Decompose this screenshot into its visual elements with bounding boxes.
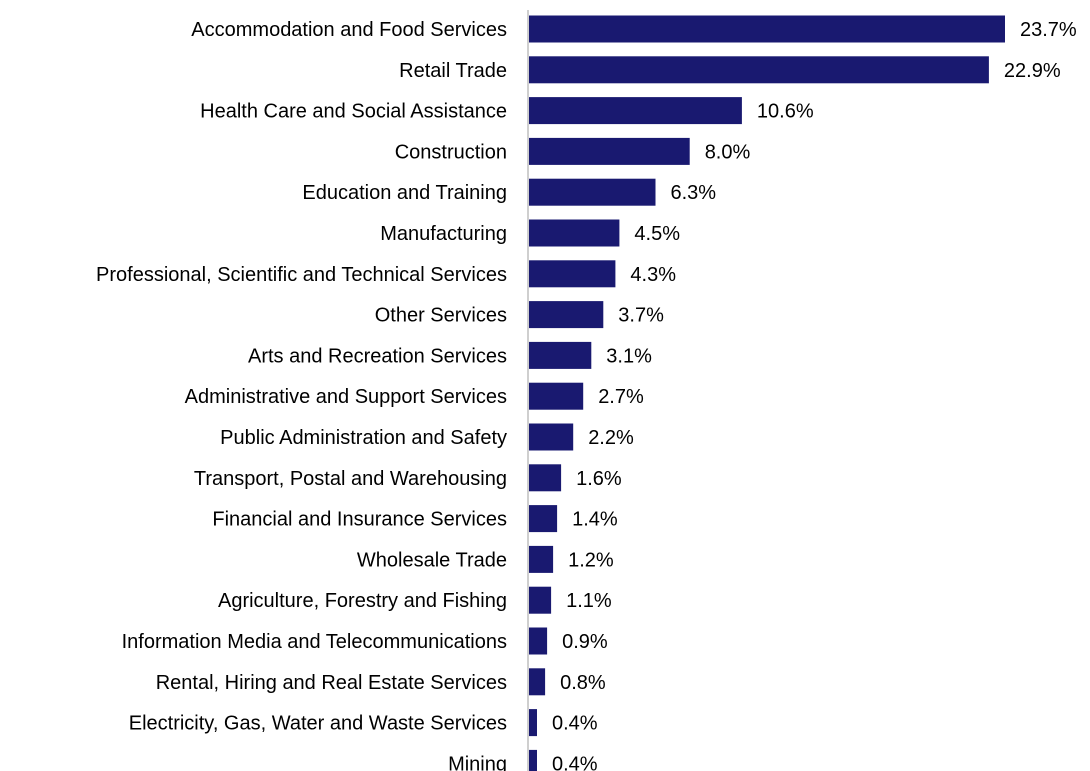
category-label: Transport, Postal and Warehousing xyxy=(194,468,507,490)
value-labels-group: 23.7% 22.9% 10.6% 8.0% 6.3% 4.5% 4.3% 3.7% 3.1% 2… xyxy=(552,19,1077,771)
bar xyxy=(529,260,616,288)
category-label: Financial and Insurance Services xyxy=(212,509,507,531)
value-label: 2.2% xyxy=(588,427,634,449)
bar xyxy=(529,586,552,614)
bar xyxy=(529,668,546,696)
value-label: 22.9% xyxy=(1004,60,1061,82)
bar xyxy=(529,15,1005,43)
bar xyxy=(529,749,537,771)
category-label: Retail Trade xyxy=(399,60,507,82)
bar xyxy=(529,709,537,737)
bars-group xyxy=(529,15,1005,771)
bar xyxy=(529,505,558,533)
category-label: Rental, Hiring and Real Estate Services xyxy=(156,672,507,694)
bar xyxy=(529,219,620,247)
bar xyxy=(529,56,989,84)
value-label: 3.1% xyxy=(606,345,652,367)
value-label: 3.7% xyxy=(618,305,664,327)
value-label: 6.3% xyxy=(671,182,717,204)
category-label: Electricity, Gas, Water and Waste Servic… xyxy=(129,713,507,735)
value-label: 1.6% xyxy=(576,468,622,490)
value-label: 1.4% xyxy=(572,509,618,531)
category-label: Information Media and Telecommunications xyxy=(122,631,507,653)
category-label: Manufacturing xyxy=(380,223,507,245)
bar xyxy=(529,545,554,573)
bar xyxy=(529,627,548,655)
category-label: Public Administration and Safety xyxy=(220,427,507,449)
category-label: Education and Training xyxy=(302,182,507,204)
value-label: 8.0% xyxy=(705,141,751,163)
value-label: 0.4% xyxy=(552,713,598,735)
value-label: 23.7% xyxy=(1020,19,1077,41)
bar xyxy=(529,178,656,206)
bar xyxy=(529,97,742,125)
category-label: Agriculture, Forestry and Fishing xyxy=(218,590,507,612)
bar xyxy=(529,137,690,165)
category-label: Arts and Recreation Services xyxy=(248,345,507,367)
category-label: Professional, Scientific and Technical S… xyxy=(96,264,507,286)
category-label: Wholesale Trade xyxy=(357,549,507,571)
category-label: Administrative and Support Services xyxy=(185,386,507,408)
value-label: 0.9% xyxy=(562,631,608,653)
bar xyxy=(529,341,592,369)
value-label: 2.7% xyxy=(598,386,644,408)
category-labels-group: Accommodation and Food Services Retail Tr… xyxy=(96,19,507,771)
category-label: Construction xyxy=(395,141,507,163)
value-label: 1.1% xyxy=(566,590,612,612)
category-label: Other Services xyxy=(375,305,507,327)
value-label: 0.8% xyxy=(560,672,606,694)
bar xyxy=(529,301,604,329)
category-label: Health Care and Social Assistance xyxy=(200,101,507,123)
value-label: 10.6% xyxy=(757,101,814,123)
value-label: 4.5% xyxy=(634,223,680,245)
value-label: 1.2% xyxy=(568,549,614,571)
category-label: Mining xyxy=(448,753,507,771)
value-label: 4.3% xyxy=(630,264,676,286)
value-label: 0.4% xyxy=(552,753,598,771)
bar xyxy=(529,423,574,451)
category-label: Accommodation and Food Services xyxy=(191,19,507,41)
bar xyxy=(529,382,584,410)
bar xyxy=(529,464,562,492)
